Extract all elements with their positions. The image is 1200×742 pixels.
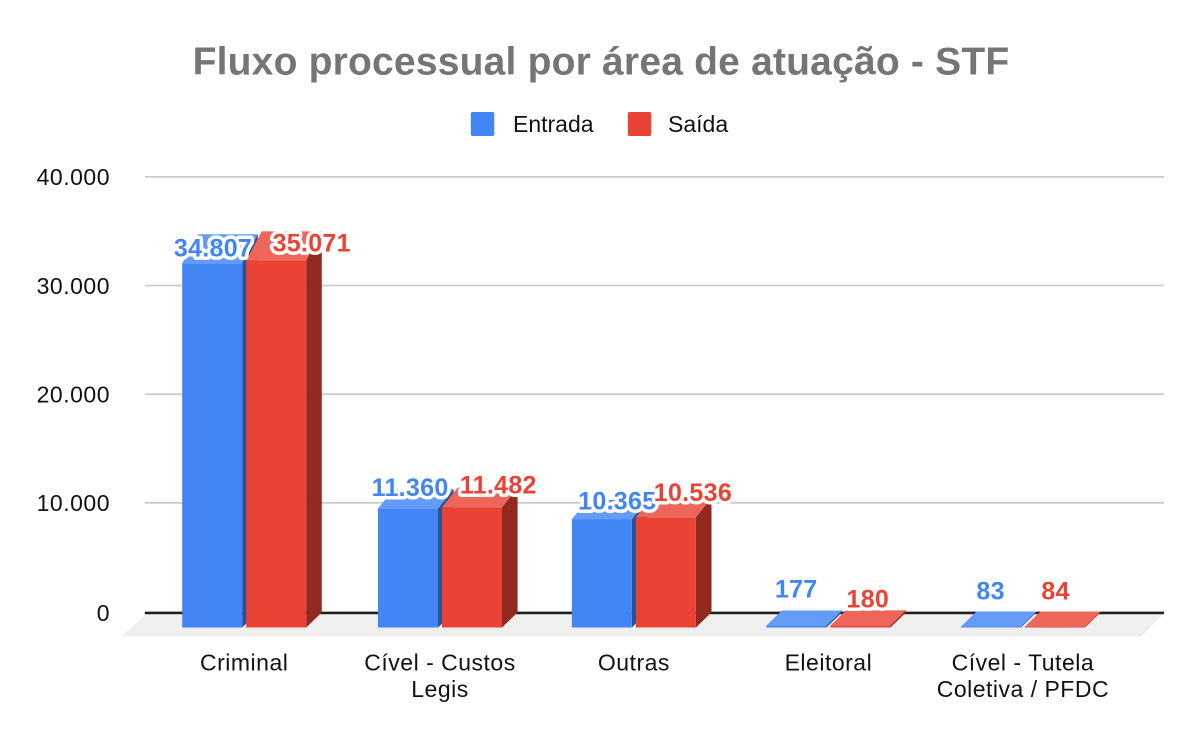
svg-text:10.000: 10.000 xyxy=(37,490,110,516)
svg-text:Coletiva / PFDC: Coletiva / PFDC xyxy=(937,676,1109,702)
svg-text:Eleitoral: Eleitoral xyxy=(785,650,873,676)
svg-text:84: 84 xyxy=(1041,578,1069,606)
svg-text:0: 0 xyxy=(97,600,110,626)
svg-text:10.365: 10.365 xyxy=(578,487,656,515)
svg-text:10.536: 10.536 xyxy=(654,479,732,507)
svg-text:34.807: 34.807 xyxy=(174,235,252,263)
svg-text:Cível - Custos: Cível - Custos xyxy=(364,650,515,676)
svg-text:180: 180 xyxy=(846,586,889,614)
svg-text:Fluxo processual por área de a: Fluxo processual por área de atuação - S… xyxy=(193,41,1010,84)
svg-text:83: 83 xyxy=(976,578,1004,606)
svg-text:Legis: Legis xyxy=(411,676,468,702)
svg-text:Saída: Saída xyxy=(668,111,728,137)
svg-text:11.482: 11.482 xyxy=(460,471,537,499)
svg-text:30.000: 30.000 xyxy=(37,273,110,299)
svg-text:Criminal: Criminal xyxy=(200,650,288,676)
svg-text:Entrada: Entrada xyxy=(513,111,594,137)
svg-text:Outras: Outras xyxy=(598,650,670,676)
svg-text:177: 177 xyxy=(775,575,818,603)
svg-text:Cível - Tutela: Cível - Tutela xyxy=(952,650,1095,676)
svg-text:35.071: 35.071 xyxy=(273,229,351,257)
svg-text:20.000: 20.000 xyxy=(37,382,110,408)
svg-text:40.000: 40.000 xyxy=(37,164,110,190)
svg-text:11.360: 11.360 xyxy=(372,474,449,502)
